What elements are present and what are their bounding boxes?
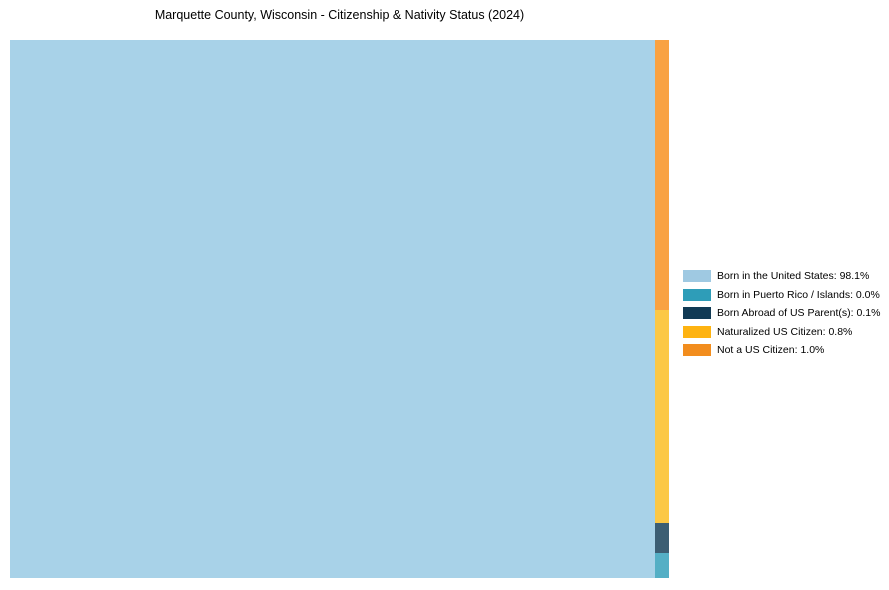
legend-swatch-icon [683, 307, 711, 320]
treemap-plot-area [10, 40, 669, 578]
legend-label: Born Abroad of US Parent(s): 0.1% [717, 307, 881, 320]
treemap-cell-born-in-puerto-rico-islands [655, 553, 669, 578]
treemap-cell-born-abroad-of-us-parent-s [655, 523, 669, 554]
legend-row: Not a US Citizen: 1.0% [683, 341, 880, 360]
chart-title: Marquette County, Wisconsin - Citizenshi… [154, 8, 525, 22]
legend-row: Born Abroad of US Parent(s): 0.1% [683, 304, 880, 323]
treemap-cell-not-a-us-citizen [655, 40, 669, 311]
legend-label: Not a US Citizen: 1.0% [717, 344, 825, 357]
treemap-minor-strip [655, 40, 669, 578]
legend-swatch-icon [683, 325, 711, 338]
treemap-cell-naturalized-us-citizen [655, 310, 669, 524]
legend-label: Born in the United States: 98.1% [717, 270, 870, 283]
legend-row: Born in Puerto Rico / Islands: 0.0% [683, 286, 880, 305]
treemap-cell-born-in-united-states [10, 40, 655, 578]
legend-row: Born in the United States: 98.1% [683, 267, 880, 286]
legend-swatch-icon [683, 288, 711, 301]
legend-swatch-icon [683, 270, 711, 283]
chart-legend: Born in the United States: 98.1% Born in … [683, 267, 880, 360]
legend-row: Naturalized US Citizen: 0.8% [683, 323, 880, 342]
legend-swatch-icon [683, 344, 711, 357]
legend-label: Naturalized US Citizen: 0.8% [717, 325, 853, 338]
legend-label: Born in Puerto Rico / Islands: 0.0% [717, 288, 880, 301]
